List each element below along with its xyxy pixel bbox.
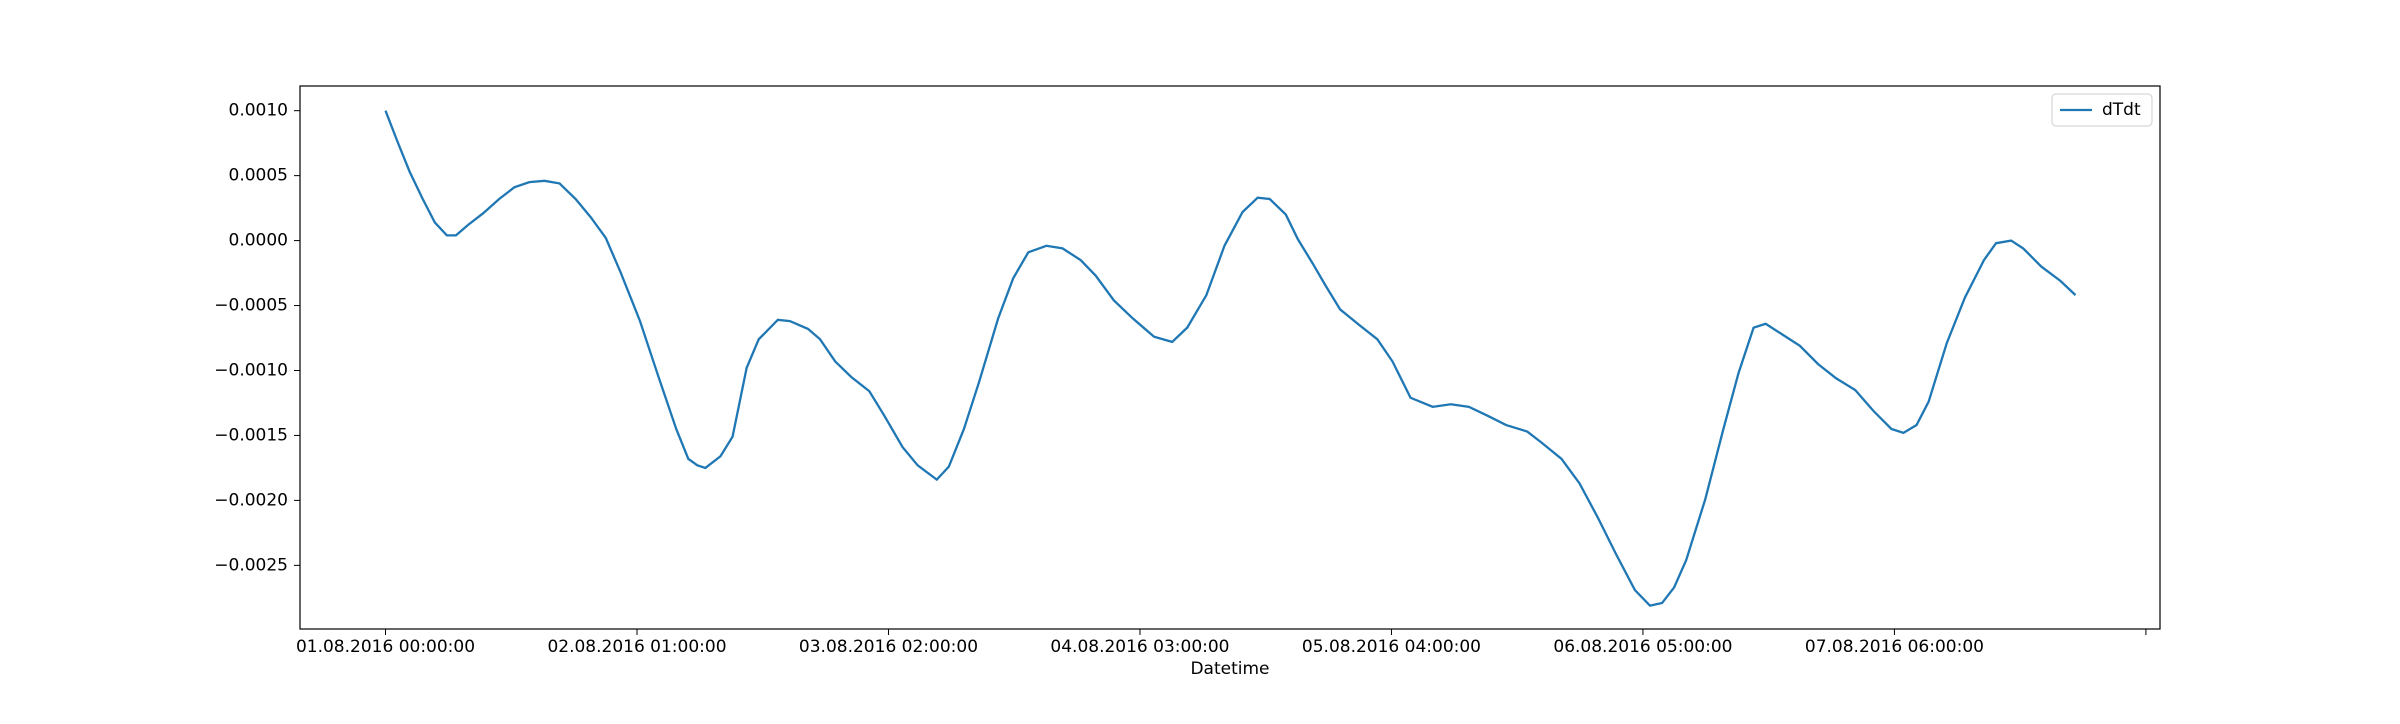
x-tick-label: 05.08.2016 04:00:00 — [1302, 637, 1481, 657]
y-tick-label: 0.0000 — [229, 231, 288, 251]
x-tick-label: 07.08.2016 06:00:00 — [1805, 637, 1984, 657]
x-axis-label: Datetime — [1190, 659, 1269, 679]
x-tick-label: 01.08.2016 00:00:00 — [296, 637, 475, 657]
plot-frame — [299, 85, 2161, 630]
x-tick-label: 03.08.2016 02:00:00 — [799, 637, 978, 657]
y-tick-label: 0.0005 — [229, 166, 288, 186]
y-tick-label: −0.0010 — [214, 360, 288, 380]
y-tick-label: −0.0005 — [214, 296, 288, 316]
data-line — [384, 110, 2077, 607]
y-tick-label: −0.0015 — [214, 425, 288, 445]
x-tick-label: 06.08.2016 05:00:00 — [1553, 637, 1732, 657]
legend-box — [2051, 93, 2153, 127]
y-tick-label: 0.0010 — [229, 101, 288, 121]
x-tick-label: 04.08.2016 03:00:00 — [1050, 637, 1229, 657]
x-tick-label: 02.08.2016 01:00:00 — [547, 637, 726, 657]
y-tick-label: −0.0020 — [214, 490, 288, 510]
legend-label: dTdt — [2102, 100, 2141, 120]
y-tick-label: −0.0025 — [214, 555, 288, 575]
